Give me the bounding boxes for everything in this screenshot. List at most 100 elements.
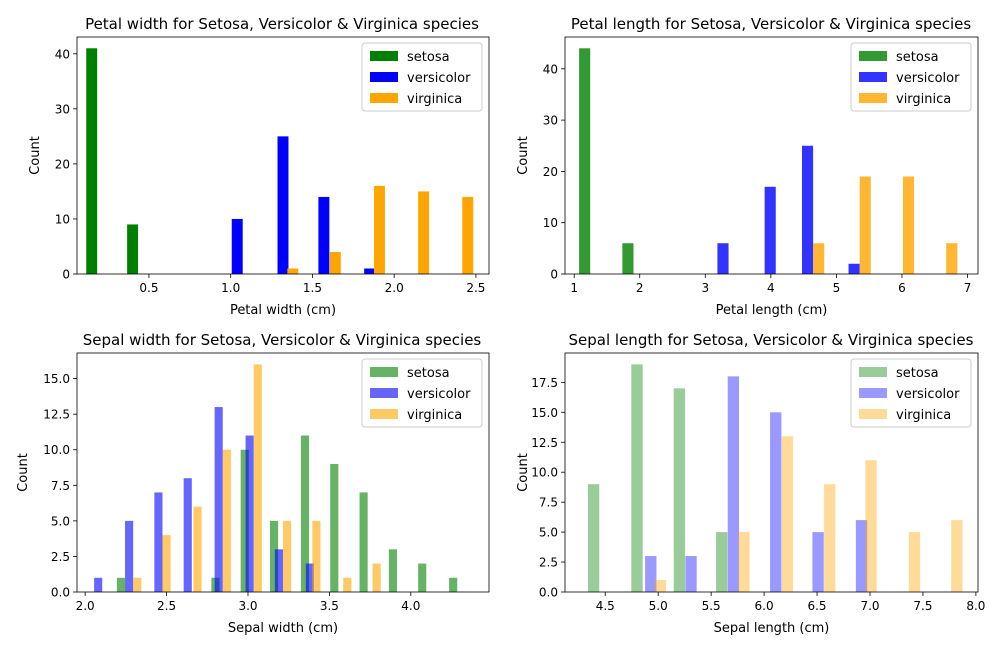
legend-label-virginica: virginica — [407, 408, 462, 423]
bar-versicolor-1 — [94, 577, 103, 592]
x-tick-label: 6 — [898, 281, 906, 295]
legend-label-virginica: virginica — [407, 92, 462, 107]
bar-versicolor-2 — [764, 186, 776, 274]
bar-virginica-5 — [865, 460, 877, 592]
x-axis-label: Petal length (cm) — [716, 303, 828, 318]
x-tick-label: 1.0 — [221, 281, 240, 295]
bar-versicolor-2 — [125, 520, 134, 592]
x-tick-label: 6.0 — [755, 599, 774, 613]
x-tick-label: 8.0 — [966, 599, 985, 613]
bar-virginica-3 — [902, 176, 915, 274]
bar-virginica-1 — [287, 268, 299, 274]
bar-versicolor-1 — [645, 556, 657, 592]
y-tick-label: 2.5 — [51, 550, 70, 564]
chart-panel-1: 0.5 1.0 1.5 2.0 2.5 0 10 20 30 40 Petal width for … — [28, 15, 490, 318]
bar-virginica-5 — [462, 196, 474, 274]
legend-swatch-setosa — [859, 51, 887, 61]
bar-virginica-3 — [193, 506, 202, 592]
legend: setosa versicolor virginica — [361, 358, 483, 428]
legend-swatch-virginica — [859, 93, 887, 103]
y-axis-label: Count — [28, 136, 43, 175]
bar-virginica-9 — [372, 563, 381, 592]
x-tick-label: 7.5 — [913, 599, 932, 613]
y-tick-label: 15.0 — [43, 372, 70, 386]
legend-swatch-setosa — [370, 367, 398, 377]
y-axis-label: Count — [516, 453, 531, 492]
bar-versicolor-1 — [717, 243, 729, 274]
y-tick-label: 7.5 — [51, 479, 70, 493]
series-virginica — [813, 176, 958, 274]
bar-setosa-4 — [716, 532, 728, 592]
y-axis-label: Count — [16, 453, 31, 492]
y-tick-label: 10.0 — [531, 466, 558, 480]
x-tick-label: 3.0 — [238, 599, 257, 613]
x-axis-label: Sepal width (cm) — [228, 621, 338, 636]
x-tick-label: 4.0 — [401, 599, 420, 613]
y-tick-label: 20 — [55, 157, 70, 171]
x-tick-label: 4 — [767, 281, 775, 295]
legend-label-virginica: virginica — [896, 408, 951, 423]
legend: setosa versicolor virginica — [850, 42, 972, 112]
bar-versicolor-6 — [245, 435, 254, 592]
bar-versicolor-8 — [305, 563, 314, 592]
bar-versicolor-5 — [214, 407, 223, 592]
y-tick-label: 5.0 — [51, 514, 70, 528]
bar-setosa-2 — [622, 243, 634, 274]
y-tick-label: 7.5 — [539, 496, 558, 510]
legend-label-versicolor: versicolor — [407, 387, 471, 402]
bar-setosa-1 — [579, 48, 591, 274]
chart-title: Sepal width for Setosa, Versicolor & Vir… — [83, 331, 482, 349]
bar-virginica-6 — [908, 532, 921, 592]
bar-setosa-6 — [330, 463, 339, 592]
y-tick-label: 2.5 — [539, 556, 558, 570]
bar-virginica-2 — [329, 251, 341, 274]
bar-versicolor-5 — [812, 532, 824, 592]
y-tick-label: 0.0 — [51, 586, 70, 600]
chart-title: Petal width for Setosa, Versicolor & Vir… — [85, 15, 479, 33]
x-tick-label: 2.5 — [157, 599, 176, 613]
legend-label-versicolor: versicolor — [896, 387, 960, 402]
bar-versicolor-7 — [274, 549, 283, 592]
y-tick-label: 12.5 — [43, 408, 70, 422]
bar-versicolor-3 — [727, 376, 740, 592]
chart-title: Sepal length for Setosa, Versicolor & Vi… — [569, 331, 974, 349]
y-tick-label: 20 — [543, 165, 558, 179]
bar-setosa-1 — [116, 577, 126, 592]
x-tick-label: 4.5 — [596, 599, 615, 613]
bar-versicolor-2 — [277, 136, 289, 274]
legend: setosa versicolor virginica — [850, 358, 972, 428]
y-tick-label: 12.5 — [531, 436, 558, 450]
bar-versicolor-2 — [685, 556, 697, 592]
x-tick-label: 2 — [636, 281, 644, 295]
x-axis-label: Sepal length (cm) — [714, 621, 830, 636]
legend-swatch-versicolor — [370, 388, 398, 398]
bar-virginica-7 — [312, 520, 321, 592]
bar-virginica-4 — [946, 243, 958, 274]
bar-virginica-2 — [859, 176, 871, 274]
x-tick-label: 7 — [964, 281, 972, 295]
bar-virginica-4 — [824, 484, 836, 592]
bar-virginica-1 — [654, 580, 666, 592]
bar-virginica-1 — [133, 577, 142, 592]
x-tick-label: 1 — [570, 281, 578, 295]
legend-label-setosa: setosa — [407, 50, 450, 65]
series-setosa — [579, 48, 634, 274]
y-tick-label: 40 — [55, 47, 70, 61]
y-tick-label: 30 — [55, 102, 70, 116]
series-setosa — [86, 48, 139, 274]
bar-versicolor-3 — [801, 145, 814, 274]
bar-setosa-8 — [388, 549, 397, 592]
series-versicolor — [231, 136, 376, 274]
legend-swatch-setosa — [370, 51, 398, 61]
legend-label-setosa: setosa — [896, 50, 939, 65]
legend-swatch-virginica — [370, 93, 398, 103]
legend-label-virginica: virginica — [896, 92, 951, 107]
bar-versicolor-4 — [364, 268, 376, 274]
bar-setosa-1 — [587, 484, 600, 592]
bar-virginica-8 — [343, 577, 352, 592]
axes-frame — [564, 36, 979, 275]
bar-versicolor-4 — [183, 478, 192, 592]
chart-title: Petal length for Setosa, Versicolor & Vi… — [571, 15, 971, 33]
legend-swatch-virginica — [370, 409, 398, 419]
